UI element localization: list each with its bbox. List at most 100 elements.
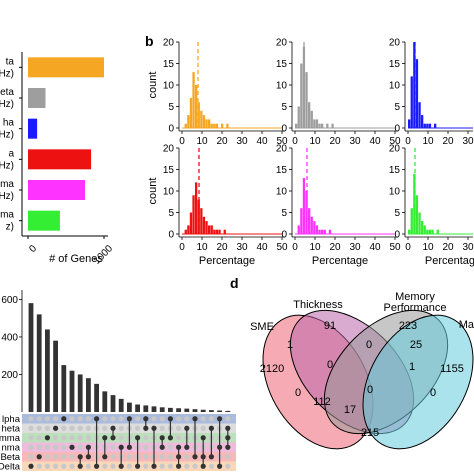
membership-dot-inactive xyxy=(176,425,182,431)
y-tick-label: 0 xyxy=(394,124,400,135)
set-label: nma xyxy=(2,443,21,454)
venn-region-value: 0 xyxy=(367,384,373,396)
histogram-bin xyxy=(221,123,224,128)
bar xyxy=(28,149,92,170)
histogram-bin xyxy=(184,229,187,234)
histogram-panel: 0 5 10 15 20 0 10 20 30 Percentage xyxy=(389,144,474,268)
intersection-bar xyxy=(143,405,149,412)
venn-region-value: 17 xyxy=(344,404,356,416)
venn-region-value: 2120 xyxy=(260,363,284,375)
histogram-bin xyxy=(213,229,216,234)
panel-d: SME Thickness Memory Performance Ma 2120 91 223… xyxy=(250,291,474,450)
histogram-bin xyxy=(213,123,216,128)
membership-dot-inactive xyxy=(110,444,116,450)
membership-dot-inactive xyxy=(28,435,34,441)
x-tick-label: 40 xyxy=(256,136,268,147)
membership-dot-inactive xyxy=(151,416,157,422)
histogram-bin xyxy=(189,212,193,234)
y-tick-label: 5 xyxy=(281,102,287,113)
bar xyxy=(28,210,60,231)
histogram-bin xyxy=(300,208,303,234)
venn-set-label: Ma xyxy=(459,319,474,331)
histogram-bin xyxy=(226,123,229,128)
histogram-bin xyxy=(310,110,313,128)
histogram-bin xyxy=(315,225,319,234)
membership-dot-inactive xyxy=(53,444,59,450)
intersection-bar xyxy=(110,395,116,412)
membership-dot-inactive xyxy=(28,454,34,460)
histogram-bin xyxy=(313,221,316,234)
set-label: Delta xyxy=(0,462,21,473)
histogram-bin xyxy=(215,123,219,128)
x-tick-label: 10 xyxy=(196,242,208,253)
panel-label-d: d xyxy=(230,275,239,291)
histogram-bin xyxy=(215,229,219,234)
x-tick-label: 10 xyxy=(196,136,208,147)
histogram-bin xyxy=(189,97,193,128)
histogram-bin xyxy=(408,229,411,234)
membership-dot-inactive xyxy=(176,435,182,441)
venn-region-value: 1155 xyxy=(440,363,464,375)
membership-dot-inactive xyxy=(77,444,83,450)
histogram-bin xyxy=(208,119,211,128)
membership-dot-inactive xyxy=(53,463,59,469)
x-tick-label: 10 xyxy=(309,136,321,147)
y-tick-label: 20 xyxy=(163,144,175,155)
y-tick-label: 0 xyxy=(168,124,174,135)
membership-dot-inactive xyxy=(44,454,51,460)
x-axis-title: # of Genes xyxy=(49,253,103,265)
y-tick-label: 5 xyxy=(394,208,400,219)
x-tick-label: 0 xyxy=(405,136,411,147)
y-tick-label: 20 xyxy=(389,144,401,155)
histogram-bin xyxy=(184,123,187,128)
histogram-bin xyxy=(408,119,411,128)
histogram-bin xyxy=(308,102,311,128)
x-tick-label: 0 xyxy=(179,242,185,253)
histogram-bin xyxy=(195,85,198,128)
membership-dot-inactive xyxy=(36,425,42,431)
histogram-bin xyxy=(421,221,424,234)
venn-set xyxy=(362,314,474,450)
y-tick-label: 20 xyxy=(276,144,288,155)
membership-dot-inactive xyxy=(118,425,124,431)
histogram-bin xyxy=(428,229,432,234)
histogram-bin xyxy=(410,208,413,234)
bar xyxy=(28,118,38,139)
membership-dot-inactive xyxy=(102,425,108,431)
x-tick-label: 0 xyxy=(405,242,411,253)
histogram-bin xyxy=(321,123,324,128)
x-tick-label: 30 xyxy=(349,136,361,147)
histogram-bin xyxy=(195,182,198,234)
membership-dot-inactive xyxy=(118,435,124,441)
histogram-bin xyxy=(418,102,421,128)
membership-dot-inactive xyxy=(184,463,190,469)
intersection-bar xyxy=(86,378,91,412)
intersection-bar xyxy=(69,370,75,412)
histogram-bin xyxy=(331,123,334,128)
y-tick-label: 10 xyxy=(276,187,288,198)
y-tick-label: 10 xyxy=(163,81,175,92)
histogram-bin xyxy=(418,212,421,234)
panel-label-b: b xyxy=(145,33,154,49)
venn-region-value: 0 xyxy=(366,339,372,351)
y-tick-label: 15 xyxy=(389,165,401,176)
membership-dot-inactive xyxy=(44,416,51,422)
membership-dot-inactive xyxy=(159,416,165,422)
membership-dot-inactive xyxy=(143,444,149,450)
x-tick-label: 0 xyxy=(179,136,185,147)
y-tick-label: 5 xyxy=(168,208,174,219)
y-tick-label: 20 xyxy=(389,38,401,49)
histogram-bin xyxy=(223,229,226,234)
membership-dot-inactive xyxy=(126,454,132,460)
intersection-bar xyxy=(36,314,42,412)
histogram-bin xyxy=(305,72,308,128)
membership-dot-inactive xyxy=(110,454,116,460)
membership-dot-inactive xyxy=(110,463,116,469)
histogram-bin xyxy=(210,225,213,234)
histogram-bin xyxy=(202,115,206,128)
x-tick-label: 30 xyxy=(349,242,361,253)
histogram-bin xyxy=(434,123,437,128)
histogram-bin xyxy=(428,123,432,128)
